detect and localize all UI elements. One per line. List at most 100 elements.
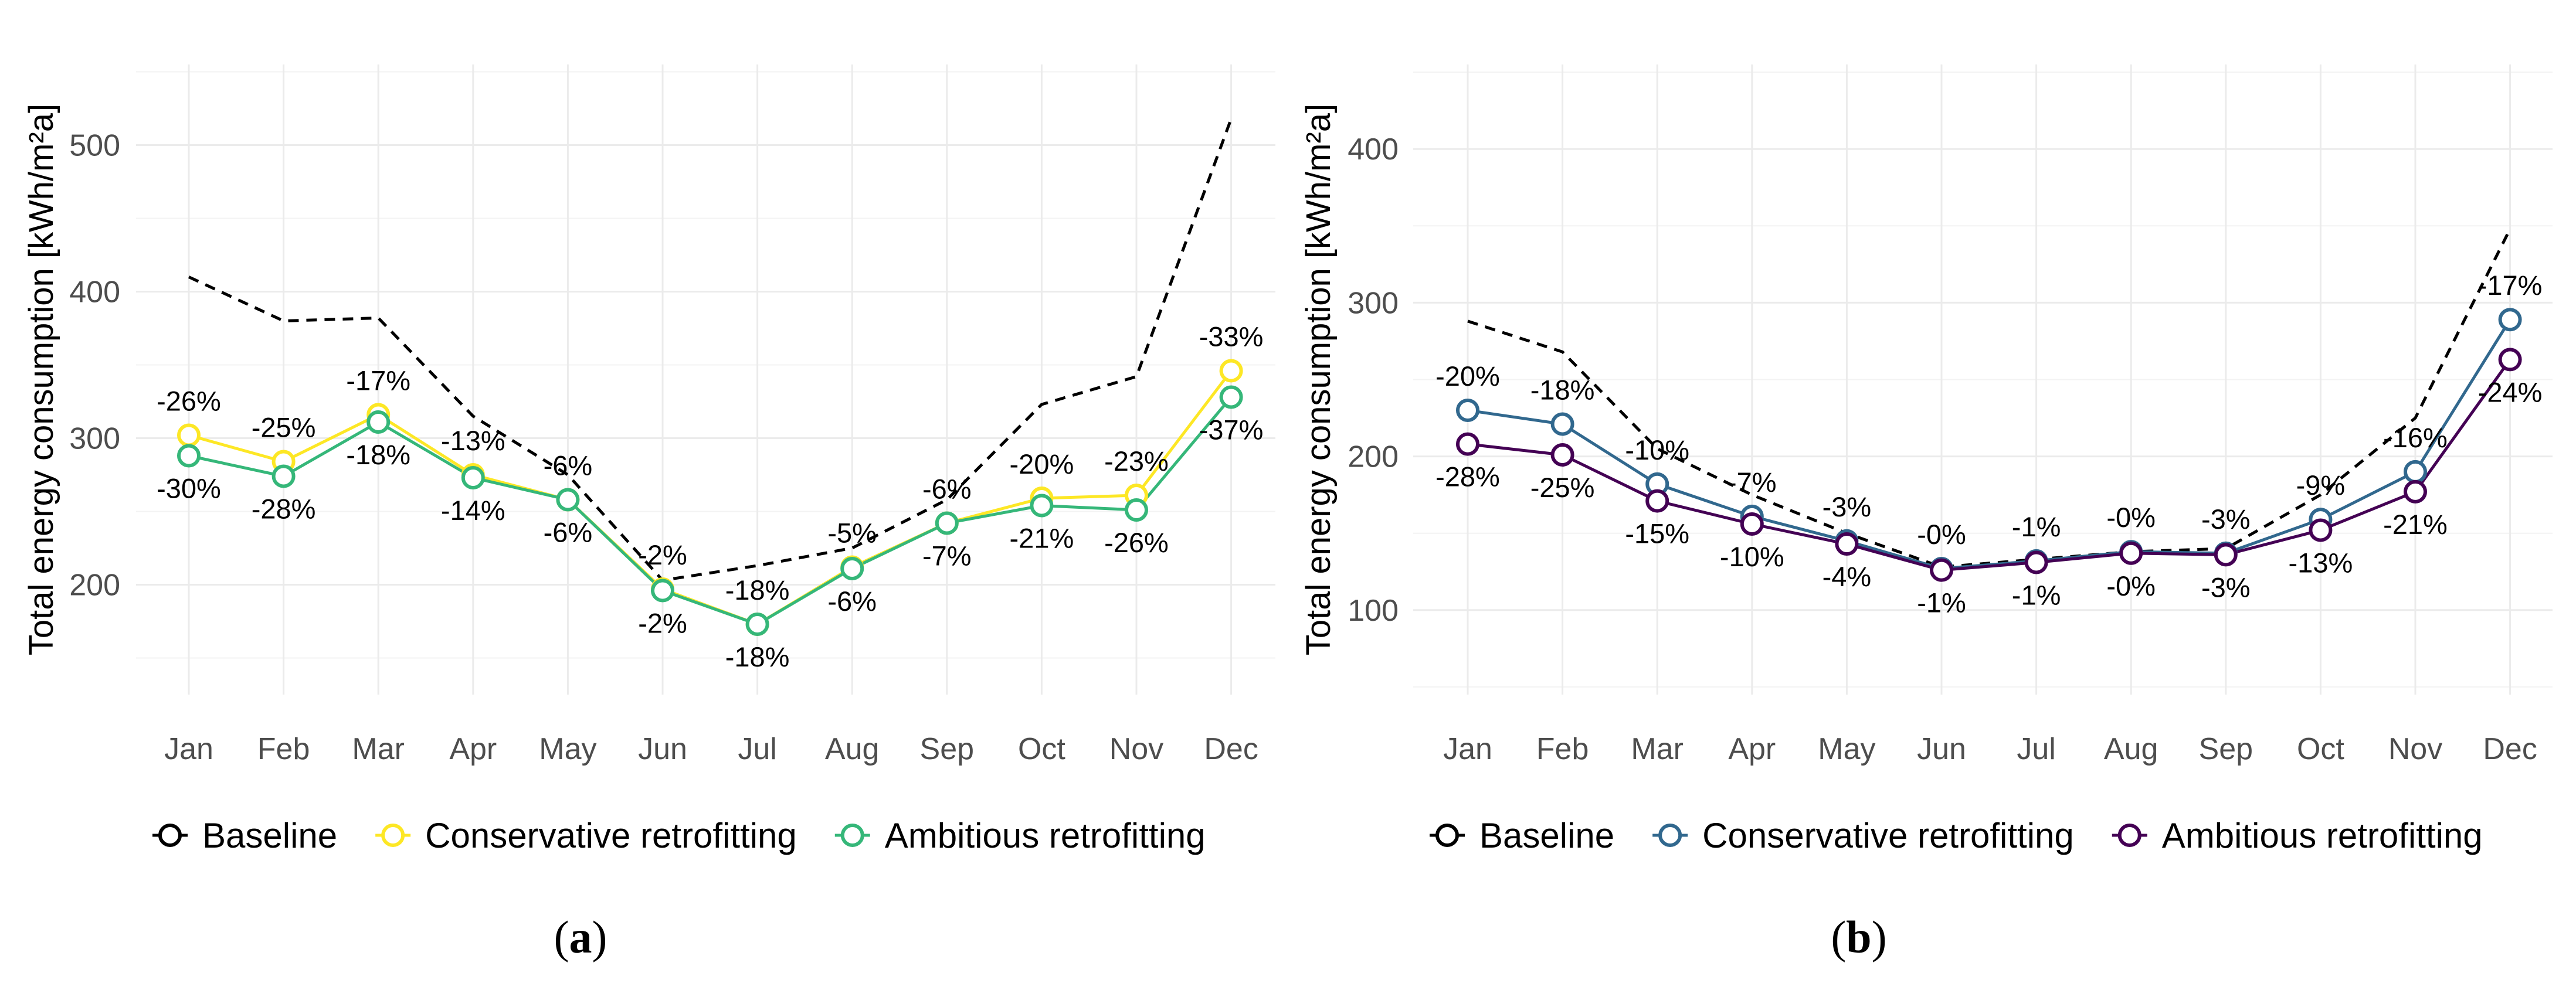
data-label-conservative-retrofitting: -18% (725, 574, 790, 606)
data-point-ambitious-retrofitting (177, 444, 201, 468)
data-point-ambitious-retrofitting (1030, 494, 1054, 518)
series-line-conservative-retrofitting (188, 369, 1233, 626)
x-tick-label: Sep (920, 732, 975, 766)
x-tick-label: Mar (352, 732, 405, 766)
x-tick-label: May (539, 732, 596, 766)
data-label-conservative-retrofitting: -25% (252, 412, 316, 443)
data-point-ambitious-retrofitting (1645, 489, 1669, 513)
legend-label-conservative-retrofitting: Conservative retrofitting (1702, 816, 2074, 855)
legend-key-marker-ambitious-retrofitting (2117, 824, 2141, 847)
data-label-conservative-retrofitting: -26% (157, 386, 221, 417)
data-label-conservative-retrofitting: -2% (638, 539, 687, 570)
y-axis-title: Total energy consumption [kWh/m²a] (1299, 104, 1338, 655)
data-point-ambitious-retrofitting (556, 488, 580, 512)
series-line-conservative-retrofitting (1467, 318, 2511, 570)
data-point-ambitious-retrofitting (461, 466, 485, 489)
y-tick-label: 300 (1348, 286, 1399, 320)
panel-a: 200 300 400 500 Jan Feb Mar Apr May Jun Jul Aug Sep O… (22, 64, 1275, 962)
x-tick-label: Feb (257, 732, 310, 766)
data-label-conservative-retrofitting: -13% (441, 425, 505, 456)
data-label-ambitious-retrofitting: -28% (252, 494, 316, 525)
data-label-ambitious-retrofitting: -6% (827, 586, 877, 617)
data-label-ambitious-retrofitting: -24% (2478, 376, 2543, 407)
panel-caption: (a) (554, 911, 607, 962)
x-tick-label: Dec (2483, 732, 2537, 766)
y-tick-label: 400 (69, 275, 120, 309)
data-label-conservative-retrofitting: -20% (1435, 360, 1500, 392)
data-label-ambitious-retrofitting: -4% (1822, 561, 1872, 592)
series-line-baseline (1467, 228, 2511, 569)
data-label-ambitious-retrofitting: -37% (1199, 414, 1264, 445)
data-label-ambitious-retrofitting: -7% (922, 540, 972, 572)
data-label-ambitious-retrofitting: -30% (157, 473, 221, 504)
legend-label-baseline: Baseline (1479, 816, 1614, 855)
data-point-ambitious-retrofitting (2024, 550, 2048, 574)
data-point-ambitious-retrofitting (1740, 512, 1764, 536)
legend-key-marker-conservative-retrofitting (1658, 824, 1682, 847)
data-label-ambitious-retrofitting: -15% (1625, 518, 1689, 549)
x-tick-label: Mar (1631, 732, 1684, 766)
data-label-ambitious-retrofitting: -2% (638, 608, 687, 639)
data-label-conservative-retrofitting: -6% (544, 450, 593, 481)
data-point-ambitious-retrofitting (1550, 443, 1574, 467)
data-label-conservative-retrofitting: -9% (2296, 470, 2346, 501)
x-tick-label: Jan (1443, 732, 1492, 766)
panel-b: 100 200 300 400 Jan Feb Mar Apr May Jun Jul Aug Sep O… (1299, 64, 2553, 962)
data-point-ambitious-retrofitting (2214, 543, 2238, 567)
data-label-ambitious-retrofitting: -13% (2289, 547, 2353, 578)
x-tick-label: Nov (1109, 732, 1163, 766)
data-point-conservative-retrofitting (1456, 398, 1479, 422)
data-label-conservative-retrofitting: -6% (922, 474, 972, 505)
data-point-ambitious-retrofitting (2404, 479, 2427, 504)
data-label-conservative-retrofitting: -1% (2012, 511, 2061, 542)
data-label-ambitious-retrofitting: -6% (544, 517, 593, 548)
data-label-conservative-retrofitting: -17% (2478, 270, 2543, 301)
data-label-ambitious-retrofitting: -3% (2201, 572, 2251, 603)
legend-key-marker-baseline (1435, 824, 1459, 847)
data-label-conservative-retrofitting: -17% (346, 365, 410, 396)
y-tick-label: 400 (1348, 132, 1399, 166)
data-label-ambitious-retrofitting: -1% (1917, 587, 1966, 618)
data-label-conservative-retrofitting: -3% (2201, 504, 2251, 535)
x-tick-label: Apr (449, 732, 497, 766)
x-tick-label: Nov (2388, 732, 2442, 766)
legend-key-marker-ambitious-retrofitting (840, 824, 864, 847)
data-point-ambitious-retrofitting (1125, 498, 1148, 522)
data-label-ambitious-retrofitting: -1% (2012, 580, 2061, 611)
data-label-conservative-retrofitting: -10% (1625, 434, 1689, 465)
legend-label-ambitious-retrofitting: Ambitious retrofitting (885, 816, 1206, 855)
data-point-ambitious-retrofitting (1219, 385, 1243, 409)
data-point-ambitious-retrofitting (935, 511, 959, 535)
legend-label-baseline: Baseline (202, 816, 337, 855)
data-point-ambitious-retrofitting (745, 613, 769, 636)
x-tick-label: Apr (1728, 732, 1776, 766)
data-point-ambitious-retrofitting (2498, 348, 2522, 372)
data-point-conservative-retrofitting (1550, 412, 1574, 436)
data-point-ambitious-retrofitting (366, 410, 391, 434)
data-label-ambitious-retrofitting: -21% (2383, 509, 2448, 540)
x-tick-label: Aug (825, 732, 880, 766)
y-tick-label: 300 (69, 422, 120, 456)
data-label-conservative-retrofitting: -5% (827, 518, 877, 549)
y-tick-label: 200 (1348, 440, 1399, 474)
series-line-ambitious-retrofitting (1467, 358, 2511, 572)
data-point-conservative-retrofitting (2498, 308, 2522, 332)
legend-key-marker-baseline (158, 824, 182, 847)
x-tick-label: Jun (1917, 732, 1966, 766)
x-tick-label: Dec (1204, 732, 1258, 766)
panel-caption: (b) (1831, 911, 1886, 962)
x-tick-label: May (1818, 732, 1875, 766)
legend-label-conservative-retrofitting: Conservative retrofitting (425, 816, 797, 855)
data-label-ambitious-retrofitting: -21% (1010, 523, 1074, 554)
data-label-conservative-retrofitting: -0% (2106, 502, 2156, 533)
legend-key-marker-conservative-retrofitting (381, 824, 405, 847)
x-tick-label: Jan (164, 732, 213, 766)
data-label-ambitious-retrofitting: -18% (346, 439, 410, 470)
data-point-conservative-retrofitting (177, 423, 201, 447)
data-point-ambitious-retrofitting (840, 557, 864, 580)
x-tick-label: Jul (738, 732, 776, 766)
data-point-conservative-retrofitting (1219, 359, 1243, 383)
data-label-conservative-retrofitting: -16% (2383, 422, 2448, 453)
data-label-conservative-retrofitting: -3% (1822, 491, 1872, 522)
